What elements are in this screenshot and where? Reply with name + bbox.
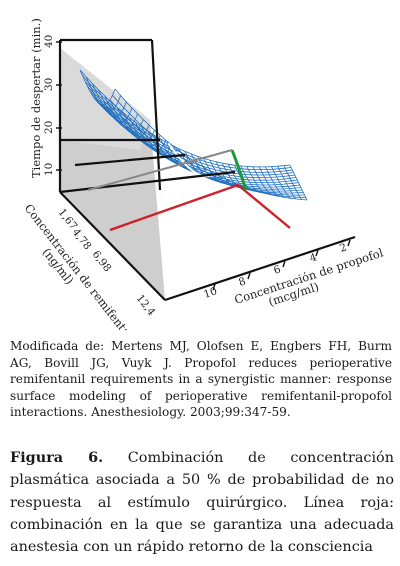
propofol-tick-label: 6 xyxy=(272,263,282,277)
propofol-axis-ticks: 2 4 6 8 10 xyxy=(202,239,351,301)
back-vertical-line xyxy=(150,39,162,191)
z-tick-label: 20 xyxy=(43,121,55,134)
z-axis-tick-labels: 10 20 30 40 xyxy=(43,35,55,176)
figure-caption-text: Combinación de concentración plasmática … xyxy=(10,450,394,556)
remifentanil-tick-label: 4,78 xyxy=(70,226,94,252)
mesh-line xyxy=(92,95,297,181)
figure-credit: Modificada de: Mertens MJ, Olofsen E, En… xyxy=(10,339,392,420)
response-surface-figure: 10 20 30 40 Tiempo de despertar (min.) 1,67… xyxy=(22,18,386,330)
propofol-axis-line xyxy=(164,235,356,302)
figure-label: Figura 6. xyxy=(10,449,104,466)
axes-frame xyxy=(58,38,356,302)
mesh-line xyxy=(82,75,292,170)
response-curve xyxy=(230,149,248,191)
propofol-tick-label: 10 xyxy=(202,285,218,301)
remifentanil-tick-label: 6,98 xyxy=(90,248,114,274)
figure-caption: Figura 6. Combinación de concentración p… xyxy=(10,447,394,558)
projection-line xyxy=(87,149,233,191)
propofol-tick xyxy=(347,239,351,247)
z-tick-label: 10 xyxy=(43,163,55,176)
propofol-tick xyxy=(282,260,286,268)
propofol-tick xyxy=(212,283,216,291)
propofol-tick-label: 8 xyxy=(237,275,247,288)
remifentanil-tick-label: 12,4 xyxy=(134,292,158,318)
optimal-combination-line xyxy=(109,183,291,232)
left-mid-horizontal xyxy=(74,153,186,167)
propofol-tick xyxy=(247,272,251,280)
propofol-tick xyxy=(315,249,319,257)
z-axis-label: Tiempo de despertar (min.) xyxy=(29,18,43,178)
z-axis-ticks xyxy=(56,41,62,171)
propofol-tick-label: 2 xyxy=(338,241,348,254)
propofol-tick-label: 4 xyxy=(308,251,318,265)
remifentanil-axis-line xyxy=(59,191,166,301)
z-tick-label: 40 xyxy=(43,35,55,48)
surface-mesh xyxy=(79,69,308,201)
mesh-line xyxy=(114,88,308,201)
z-tick-label: 30 xyxy=(43,78,55,91)
